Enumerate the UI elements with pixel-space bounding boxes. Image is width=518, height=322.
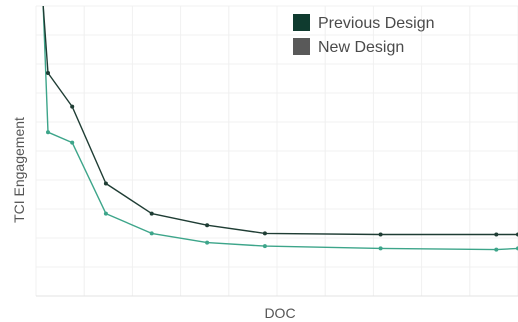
series-previous-design	[42, 5, 518, 237]
y-axis-label: TCI Engagement	[11, 117, 27, 223]
series-line-new-design	[42, 5, 518, 251]
data-point-previous-design	[103, 181, 108, 186]
data-point-previous-design	[262, 231, 267, 236]
data-point-new-design	[494, 247, 499, 252]
x-axis-label: DOC	[264, 305, 295, 321]
legend-label-new-design: New Design	[318, 39, 404, 56]
data-point-new-design	[70, 140, 75, 145]
legend-label-previous-design: Previous Design	[318, 15, 435, 32]
data-point-new-design	[46, 130, 50, 135]
legend-swatch-new-design	[293, 38, 310, 55]
data-point-previous-design	[149, 211, 154, 216]
data-point-previous-design	[70, 104, 75, 109]
legend-item-new-design: New Design	[293, 38, 404, 56]
data-point-new-design	[103, 211, 108, 216]
series-new-design	[42, 5, 518, 252]
series-layer	[42, 5, 518, 252]
data-point-new-design	[205, 240, 210, 245]
data-point-new-design	[149, 231, 154, 236]
legend-swatch-previous-design	[293, 14, 310, 31]
data-point-new-design	[378, 246, 383, 251]
legend-item-previous-design: Previous Design	[293, 14, 435, 32]
data-point-previous-design	[378, 232, 383, 237]
data-point-previous-design	[46, 71, 50, 75]
data-point-previous-design	[205, 223, 210, 228]
data-point-new-design	[262, 244, 267, 249]
series-line-previous-design	[42, 5, 518, 236]
legend: Previous Design New Design	[293, 14, 435, 56]
data-point-previous-design	[494, 232, 499, 237]
